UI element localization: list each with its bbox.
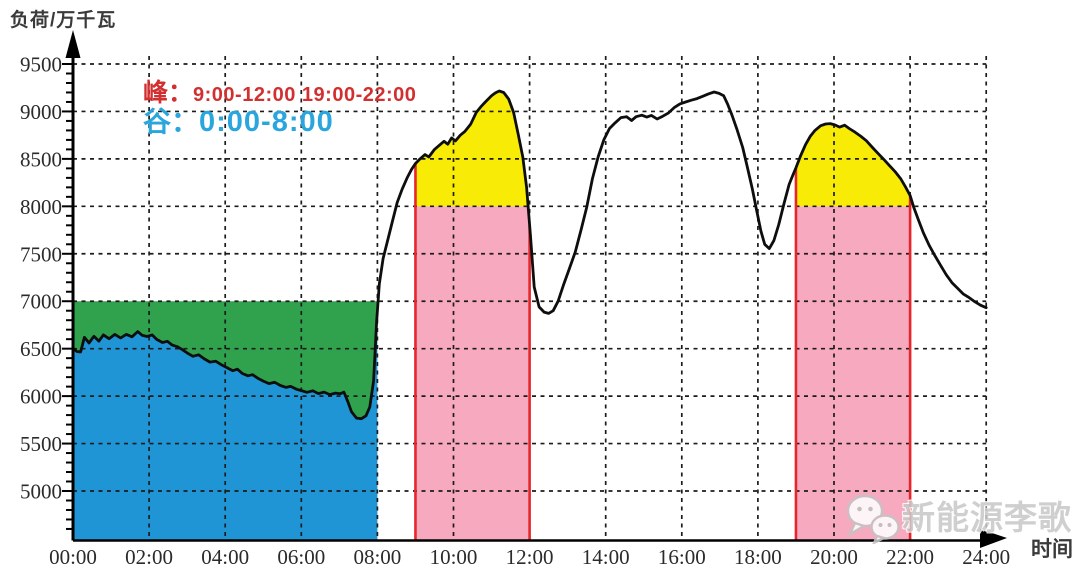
- x-tick-label: 16:00: [658, 545, 706, 569]
- y-tick-label: 5500: [20, 432, 62, 456]
- peak-hours-value: 9:00-12:00 19:00-22:00: [193, 84, 417, 106]
- y-tick-label: 9000: [20, 100, 62, 124]
- x-axis-arrow-icon: [980, 529, 1007, 548]
- y-tick-label: 6000: [20, 385, 62, 409]
- tick-labels: 9500 9000 8500 8000 7500 7000 6500 6000 5500 5000…: [20, 53, 1010, 570]
- x-tick-label: 12:00: [506, 545, 554, 569]
- load-curve-group: [71, 89, 988, 421]
- wechat-icon: [846, 494, 900, 544]
- y-tick-label: 7000: [20, 290, 62, 314]
- y-axis-arrow-icon: [65, 30, 81, 58]
- x-tick-label: 18:00: [734, 545, 782, 569]
- x-tick-label: 10:00: [430, 545, 478, 569]
- y-tick-label: 5000: [20, 480, 62, 504]
- x-tick-label: 00:00: [49, 545, 97, 569]
- y-axis-title: 负荷/万千瓦: [10, 10, 117, 31]
- peak-fill-above-8000: [795, 123, 911, 207]
- valley-label: 谷：: [143, 106, 200, 137]
- y-tick-label: 8000: [20, 195, 62, 219]
- x-tick-label: 02:00: [125, 545, 173, 569]
- x-tick-label: 08:00: [353, 545, 401, 569]
- x-tick-label: 04:00: [201, 545, 249, 569]
- peak-fill-below-8000: [795, 206, 911, 541]
- peak-borders: [414, 163, 912, 541]
- load-curve: [71, 89, 988, 421]
- x-tick-label: 14:00: [582, 545, 630, 569]
- valley-hours-annotation: 谷： 0:00-8:00: [143, 100, 334, 140]
- peak-fill-above-8000: [415, 91, 529, 207]
- y-tick-label: 7500: [20, 242, 62, 266]
- x-tick-label: 22:00: [886, 545, 934, 569]
- peak-hours-annotation: 峰： 9:00-12:00 19:00-22:00: [143, 73, 416, 109]
- x-tick-label: 06:00: [277, 545, 325, 569]
- watermark: 新能源李歌: [840, 490, 1072, 544]
- valley-hours-value: 0:00-8:00: [199, 106, 334, 138]
- watermark-text: 新能源李歌: [902, 498, 1072, 536]
- peak-fill-below-8000: [415, 206, 530, 541]
- x-axis-title: 时间: [1031, 538, 1073, 561]
- x-tick-label: 24:00: [962, 545, 1010, 569]
- x-tick-label: 20:00: [810, 545, 858, 569]
- y-tick-label: 9500: [20, 53, 62, 77]
- y-tick-label: 8500: [20, 147, 62, 171]
- y-tick-label: 6500: [20, 337, 62, 361]
- axes: [62, 30, 1007, 548]
- peak-label: 峰：: [143, 79, 194, 107]
